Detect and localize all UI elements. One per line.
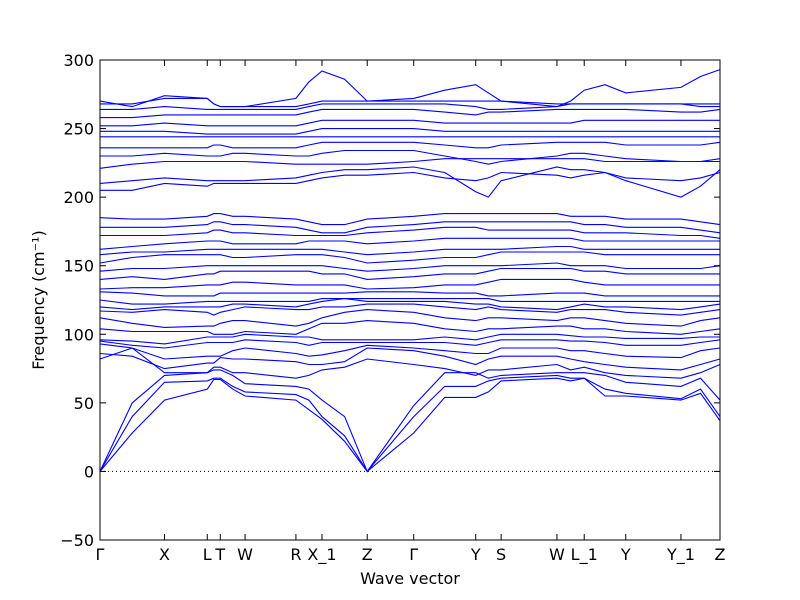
y-axis-title: Frequency (cm⁻¹) (29, 230, 48, 369)
band-line (99, 262, 721, 272)
plot-frame (99, 59, 721, 541)
band-line (99, 291, 720, 297)
band-line (99, 166, 721, 198)
x-tick-label: Y_1 (666, 545, 695, 565)
band-line (100, 141, 721, 149)
band-line (99, 320, 721, 335)
x-tick-label: X (159, 545, 170, 564)
band-line (99, 298, 721, 311)
band-line (100, 97, 720, 108)
band-line (99, 298, 720, 305)
x-tick-label: Γ (96, 545, 105, 564)
band-line (100, 128, 720, 135)
x-axis-ticks: Γ X L T W R X_1 Z Γ Y S W L_1 Y Y_1 Z (96, 60, 726, 565)
band-line (99, 245, 720, 256)
band-line (99, 343, 721, 360)
y-tick-label: 250 (63, 120, 94, 139)
x-tick-label: W (237, 545, 253, 564)
x-tick-label: Y (470, 545, 481, 564)
x-tick-label: Z (715, 545, 726, 564)
band-line (99, 303, 721, 316)
band-line (100, 108, 721, 119)
y-tick-label: 0 (84, 462, 94, 481)
x-tick-label: X_1 (307, 545, 336, 565)
y-tick-label: 100 (63, 325, 94, 344)
band-line (99, 158, 720, 169)
band-line (100, 103, 720, 110)
band-line (99, 369, 721, 473)
band-line (99, 333, 720, 345)
band-line (99, 309, 721, 328)
band-line (100, 226, 721, 239)
y-tick-label: −50 (60, 531, 94, 550)
band-line (99, 347, 721, 371)
x-axis-title: Wave vector (360, 569, 460, 588)
band-line (99, 339, 721, 349)
band-line (99, 347, 721, 379)
x-tick-label: S (496, 545, 506, 564)
band-line (100, 119, 720, 127)
y-tick-label: 300 (63, 51, 94, 70)
band-line (99, 278, 720, 290)
band-line (99, 374, 721, 473)
x-tick-label: W (549, 545, 565, 564)
band-lines (99, 69, 721, 473)
band-line (99, 69, 721, 108)
x-tick-label: T (214, 545, 225, 564)
x-tick-label: Z (362, 545, 373, 564)
band-line (99, 251, 720, 264)
x-tick-label: R (290, 545, 301, 564)
x-tick-label: L (203, 545, 212, 564)
y-tick-label: 200 (63, 188, 94, 207)
band-line (99, 377, 721, 473)
band-line (99, 267, 720, 280)
y-tick-label: 150 (63, 257, 94, 276)
x-tick-label: Y (620, 545, 631, 564)
band-line (99, 213, 721, 226)
y-tick-label: 50 (74, 394, 94, 413)
band-line (100, 221, 721, 234)
band-line (100, 171, 721, 191)
x-tick-label: L_1 (571, 545, 598, 565)
band-line (99, 237, 720, 250)
band-line (100, 149, 721, 165)
y-axis-ticks: −50 0 50 100 150 200 250 300 (60, 51, 720, 550)
x-tick-label: Γ (409, 545, 418, 564)
